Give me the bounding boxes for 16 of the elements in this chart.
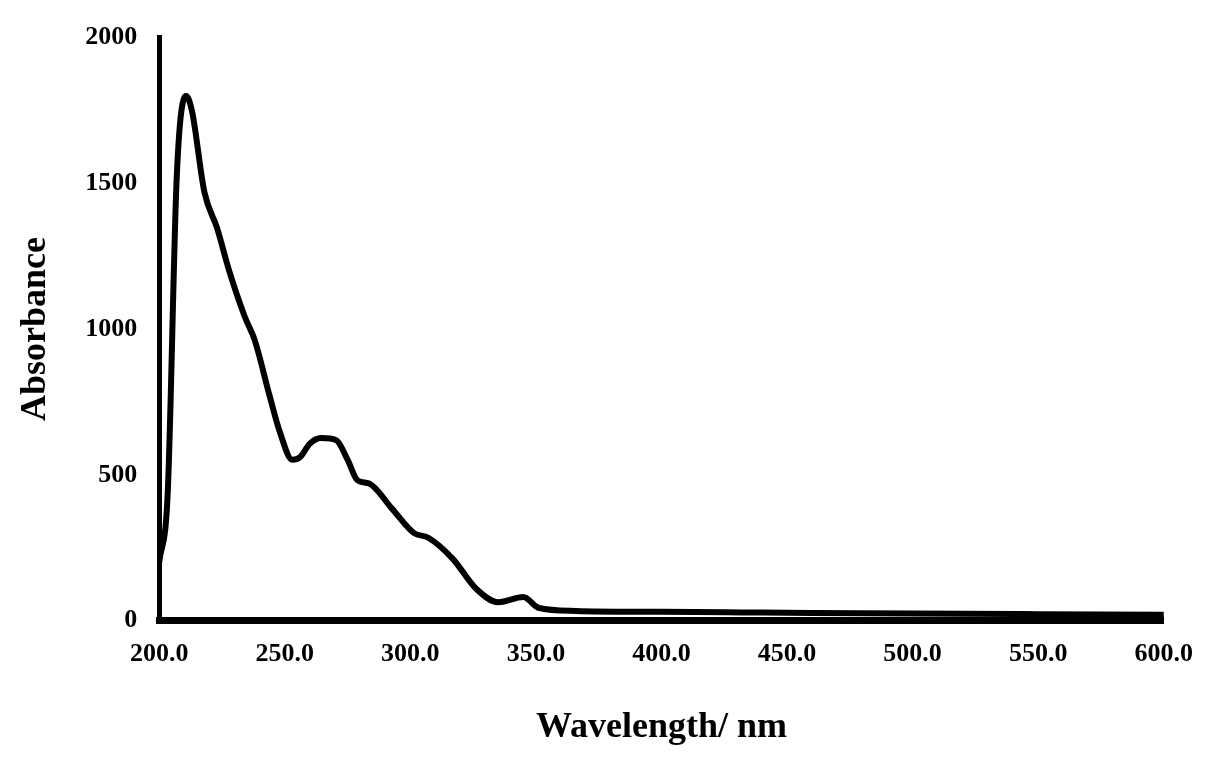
y-tick-label: 500: [98, 458, 138, 488]
x-tick-label: 250.0: [255, 637, 315, 667]
x-tick-label: 500.0: [883, 637, 942, 667]
x-tick-label: 450.0: [757, 637, 817, 667]
x-tick-label: 200.0: [129, 637, 189, 667]
x-tick-label: 550.0: [1008, 637, 1068, 667]
x-tick-label: 350.0: [506, 637, 566, 667]
y-tick-label: 1500: [85, 167, 138, 197]
x-tick-label: 400.0: [632, 637, 691, 667]
y-tick-label: 2000: [85, 21, 138, 51]
y-axis-title: Absorbance: [12, 237, 53, 422]
y-tick-label: 1000: [85, 312, 138, 342]
x-tick-label: 600.0: [1134, 637, 1193, 667]
y-tick-label: 0: [124, 604, 138, 634]
x-axis-title: Wavelength/ nm: [535, 704, 787, 745]
x-tick-label: 300.0: [381, 637, 440, 667]
